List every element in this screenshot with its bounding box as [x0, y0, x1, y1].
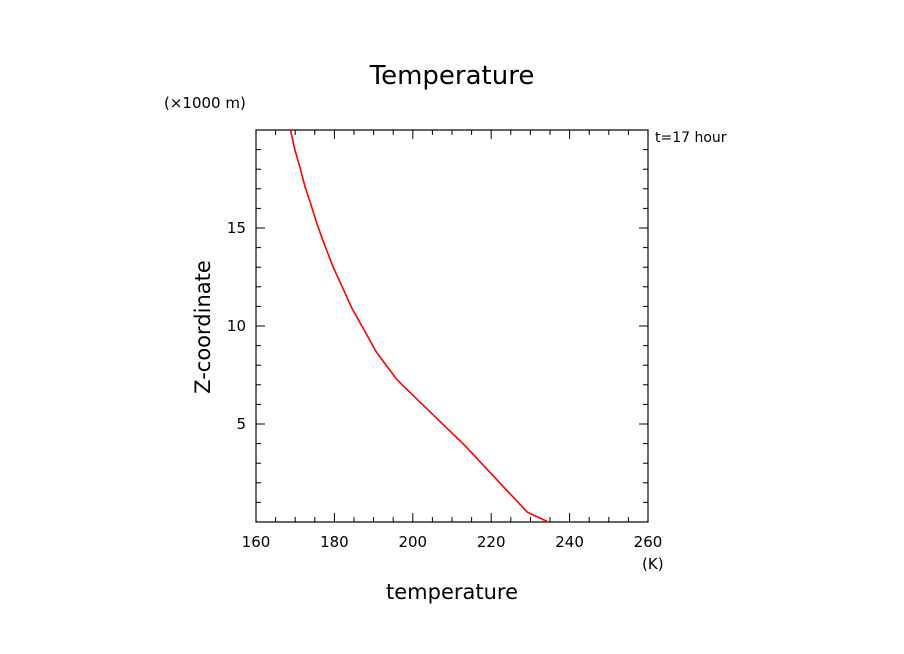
y-tick-label: 5 — [236, 415, 246, 433]
x-unit-label: (K) — [642, 555, 664, 573]
temperature-profile-line — [289, 129, 549, 523]
time-annotation: t=17 hour — [655, 130, 727, 146]
y-tick-label: 15 — [227, 219, 246, 237]
y-unit-label: (×1000 m) — [164, 94, 246, 112]
x-axis-label: temperature — [386, 580, 518, 604]
y-axis-label: Z-coordinate — [191, 260, 215, 394]
x-tick-label: 240 — [555, 533, 584, 551]
x-tick-label: 260 — [634, 533, 663, 551]
x-tick-label: 220 — [477, 533, 506, 551]
axis-ticks — [255, 130, 649, 522]
plot-frame — [255, 129, 649, 523]
x-tick-label: 160 — [242, 533, 271, 551]
tick-labels: 160 180 200 220 240 260 5 10 15 — [227, 219, 662, 551]
x-tick-label: 200 — [398, 533, 427, 551]
y-tick-label: 10 — [227, 317, 246, 335]
series-layer — [289, 129, 549, 523]
x-tick-label: 180 — [320, 533, 349, 551]
chart-title: Temperature — [369, 61, 535, 91]
